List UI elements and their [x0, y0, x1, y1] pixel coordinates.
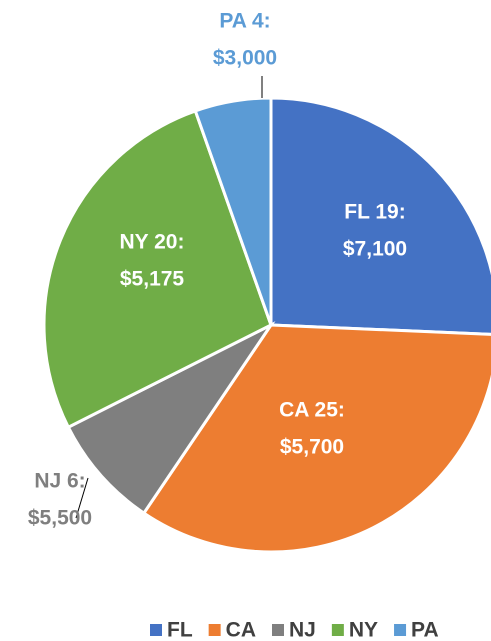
legend-label: CA: [226, 619, 256, 641]
data-label: CA 25:: [279, 399, 345, 422]
pie-slice: [269, 96, 491, 336]
pie-slice: [42, 109, 273, 430]
amount-label: $5,175: [120, 268, 185, 291]
legend-swatch: [394, 624, 407, 636]
amount-label: $5,700: [280, 436, 344, 459]
pie-slice: [66, 321, 276, 516]
pie-slice: [141, 323, 491, 554]
legend-label: NJ: [289, 619, 316, 641]
legend-swatch: [150, 624, 162, 636]
pie-slice: [193, 96, 273, 326]
amount-label: $7,100: [343, 238, 407, 261]
legend-label: FL: [167, 619, 193, 641]
data-label: PA 4:: [219, 10, 270, 33]
legend-swatch: [208, 624, 221, 636]
legend-label: NY: [349, 619, 378, 641]
data-label: FL 19:: [344, 201, 405, 224]
amount-label: $3,000: [213, 47, 277, 70]
legend-swatch: [331, 624, 344, 636]
data-label: NY 20:: [120, 231, 185, 254]
legend-swatch: [272, 624, 284, 636]
legend-label: PA: [411, 619, 439, 641]
amount-label: $5,500: [28, 507, 92, 530]
leader-line: [75, 477, 89, 519]
data-label: NJ 6:: [34, 470, 85, 493]
